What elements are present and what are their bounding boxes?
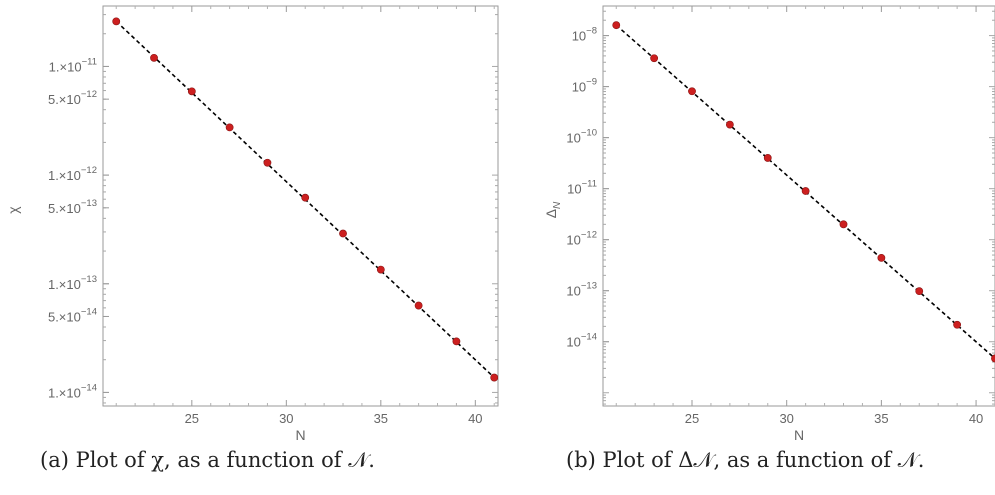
data-point (150, 53, 158, 62)
data-point (376, 265, 385, 274)
chart-a-chi-vs-n: 25 30 35 40 1.×10−11 5.×10−12 1.×10−12 5.×10−13… (5, 5, 499, 440)
x-tick-label: 40 (969, 411, 983, 426)
data-point (839, 220, 848, 229)
data-point (801, 187, 810, 195)
caption-b: (b) Plot of Δ𝒩, as a function of 𝒩. (566, 448, 925, 472)
data-point (339, 229, 347, 238)
charts-canvas: 25 30 35 40 1.×10−11 5.×10−12 1.×10−12 5.×10−13… (5, 5, 995, 440)
data-point (452, 337, 461, 346)
data-point (414, 301, 423, 310)
data-point (953, 320, 962, 329)
y-tick-label: 10−10 (566, 128, 597, 146)
x-tick-label: 30 (779, 411, 793, 426)
data-point (490, 373, 498, 382)
data-point (725, 120, 734, 129)
data-point (688, 87, 696, 96)
x-tick-label: 35 (374, 411, 388, 426)
data-point (263, 158, 272, 167)
x-tick-label: 35 (874, 411, 888, 426)
y-tick-label: 10−9 (572, 77, 597, 95)
x-axis-label: N (794, 427, 804, 440)
y-tick-label: 10−11 (567, 179, 597, 197)
y-tick-label: 5.×10−12 (48, 89, 97, 107)
x-tick-label: 40 (468, 411, 482, 426)
x-tick-label: 25 (185, 411, 199, 426)
data-point (225, 123, 234, 132)
caption-a: (a) Plot of χ, as a function of 𝒩. (40, 448, 375, 472)
data-point (187, 87, 196, 96)
x-tick-label: 25 (685, 411, 699, 426)
y-tick-label: 10−8 (572, 26, 597, 44)
data-point (301, 193, 310, 202)
y-tick-label: 1.×10−14 (48, 382, 97, 400)
data-point (763, 154, 772, 162)
data-point (877, 253, 886, 262)
y-tick-label: 10−13 (566, 281, 597, 299)
y-axis-label: ΔN (543, 201, 563, 218)
y-tick-label: 10−14 (566, 332, 597, 350)
y-tick-label: 5.×10−14 (48, 306, 97, 324)
data-point (915, 287, 924, 296)
x-tick-label: 30 (279, 411, 293, 426)
data-point (112, 17, 121, 26)
data-point (991, 354, 995, 363)
y-tick-label: 1.×10−12 (48, 165, 97, 183)
data-point (612, 21, 621, 30)
y-tick-label: 5.×10−13 (48, 198, 97, 216)
chart-b-delta-vs-n: 25 30 35 40 10−8 10−9 10−10 10−11 10−12 10−13 10−1… (543, 5, 995, 440)
x-axis-label: N (295, 427, 305, 440)
plot-frame (102, 5, 499, 407)
data-point (650, 54, 659, 63)
plot-frame (602, 5, 995, 407)
y-tick-label: 1.×10−13 (48, 274, 97, 292)
y-tick-label: 1.×10−11 (49, 56, 97, 74)
y-tick-label: 10−12 (566, 230, 597, 248)
y-axis-label: χ (5, 206, 21, 214)
